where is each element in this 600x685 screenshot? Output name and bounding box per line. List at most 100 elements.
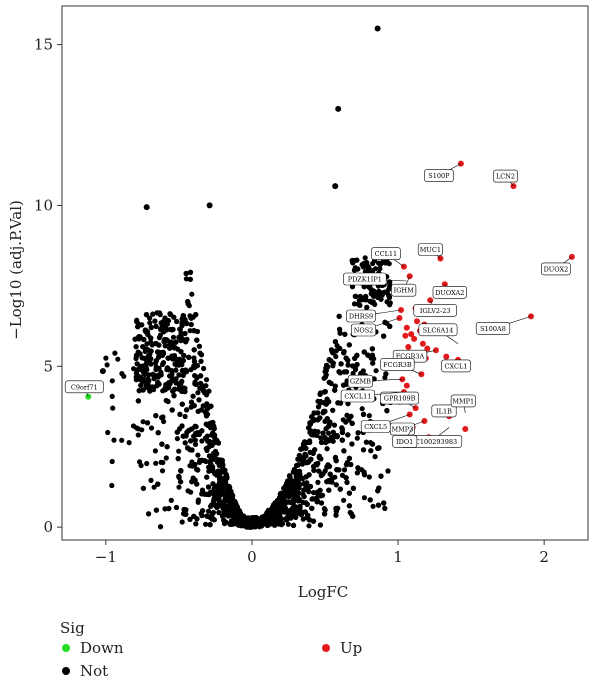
y-tick-label: 15 xyxy=(34,36,53,54)
background-point xyxy=(341,349,347,355)
background-point xyxy=(151,484,157,490)
background-point xyxy=(184,407,190,413)
background-point xyxy=(189,291,195,297)
background-point xyxy=(130,423,137,429)
background-point xyxy=(204,474,210,480)
background-point xyxy=(313,461,319,467)
x-tick-label: 1 xyxy=(393,548,403,566)
background-point xyxy=(174,429,180,435)
background-point xyxy=(216,493,222,499)
background-point xyxy=(166,367,172,373)
background-point xyxy=(387,283,393,290)
background-point xyxy=(133,344,139,350)
gene-label: DUOX2 xyxy=(541,256,573,276)
background-point xyxy=(207,514,213,520)
background-point xyxy=(159,352,165,358)
background-point xyxy=(234,506,240,512)
background-point xyxy=(198,358,204,364)
background-point xyxy=(182,413,188,420)
background-point xyxy=(287,474,293,480)
background-point xyxy=(355,266,361,272)
background-point xyxy=(367,497,373,503)
background-point xyxy=(161,418,167,425)
background-point xyxy=(140,485,146,491)
background-point xyxy=(322,511,328,517)
background-point xyxy=(222,519,229,525)
gene-label: DHRS9 xyxy=(346,309,402,323)
background-point xyxy=(387,323,393,329)
background-point xyxy=(192,423,198,429)
background-point xyxy=(309,505,315,511)
background-point xyxy=(310,490,317,496)
background-point xyxy=(203,413,210,419)
background-point xyxy=(318,439,325,445)
background-point xyxy=(203,392,210,398)
background-point xyxy=(157,332,163,338)
background-point xyxy=(361,469,367,475)
background-point xyxy=(141,336,147,343)
background-point xyxy=(205,508,212,514)
background-point xyxy=(138,377,144,383)
background-point xyxy=(317,415,323,421)
background-point xyxy=(166,505,172,512)
background-point xyxy=(163,455,169,461)
background-point xyxy=(159,415,165,421)
background-point xyxy=(379,292,385,298)
background-point xyxy=(196,343,202,349)
background-point xyxy=(131,366,137,372)
background-point xyxy=(330,350,336,356)
background-point xyxy=(188,399,195,405)
background-point xyxy=(289,488,296,494)
background-point xyxy=(235,518,241,524)
point-up xyxy=(403,382,410,389)
background-point xyxy=(185,445,191,451)
background-point xyxy=(111,437,117,443)
background-point xyxy=(185,299,191,305)
background-point xyxy=(359,406,365,412)
background-point xyxy=(188,367,194,373)
background-point xyxy=(199,512,205,519)
background-point xyxy=(139,365,145,371)
background-point xyxy=(146,511,152,517)
background-point xyxy=(344,479,350,485)
background-point xyxy=(253,516,259,522)
background-point xyxy=(330,360,336,366)
background-point xyxy=(307,483,313,490)
background-point xyxy=(359,297,365,303)
background-point xyxy=(168,339,174,345)
background-point xyxy=(200,508,206,514)
background-point xyxy=(282,492,288,498)
background-point xyxy=(176,448,182,454)
background-point xyxy=(247,524,253,530)
gene-label: LCN2 xyxy=(492,169,518,187)
background-point xyxy=(317,391,323,397)
background-point xyxy=(148,324,154,331)
background-point xyxy=(201,365,207,372)
point-up xyxy=(408,331,415,338)
background-point xyxy=(138,462,144,469)
background-point xyxy=(200,387,206,393)
background-point xyxy=(383,371,389,377)
background-point xyxy=(192,462,198,468)
background-point xyxy=(196,397,202,403)
background-point xyxy=(208,461,214,467)
background-point xyxy=(194,374,200,380)
background-point xyxy=(179,368,186,374)
gene-label: IGLV2-23 xyxy=(413,300,457,317)
background-point xyxy=(376,485,382,491)
legend-entry: Up xyxy=(322,639,362,657)
gene-label: IGHM xyxy=(391,276,417,297)
background-points xyxy=(103,255,394,530)
background-point xyxy=(333,353,339,360)
background-point xyxy=(323,365,329,371)
background-point xyxy=(153,507,159,513)
background-point xyxy=(110,405,116,411)
background-point xyxy=(335,400,341,406)
background-point xyxy=(187,276,193,282)
background-point xyxy=(214,504,220,510)
background-point xyxy=(234,514,240,520)
background-point xyxy=(368,448,374,454)
background-point xyxy=(188,489,194,495)
background-point xyxy=(323,401,329,407)
background-point xyxy=(377,266,383,272)
